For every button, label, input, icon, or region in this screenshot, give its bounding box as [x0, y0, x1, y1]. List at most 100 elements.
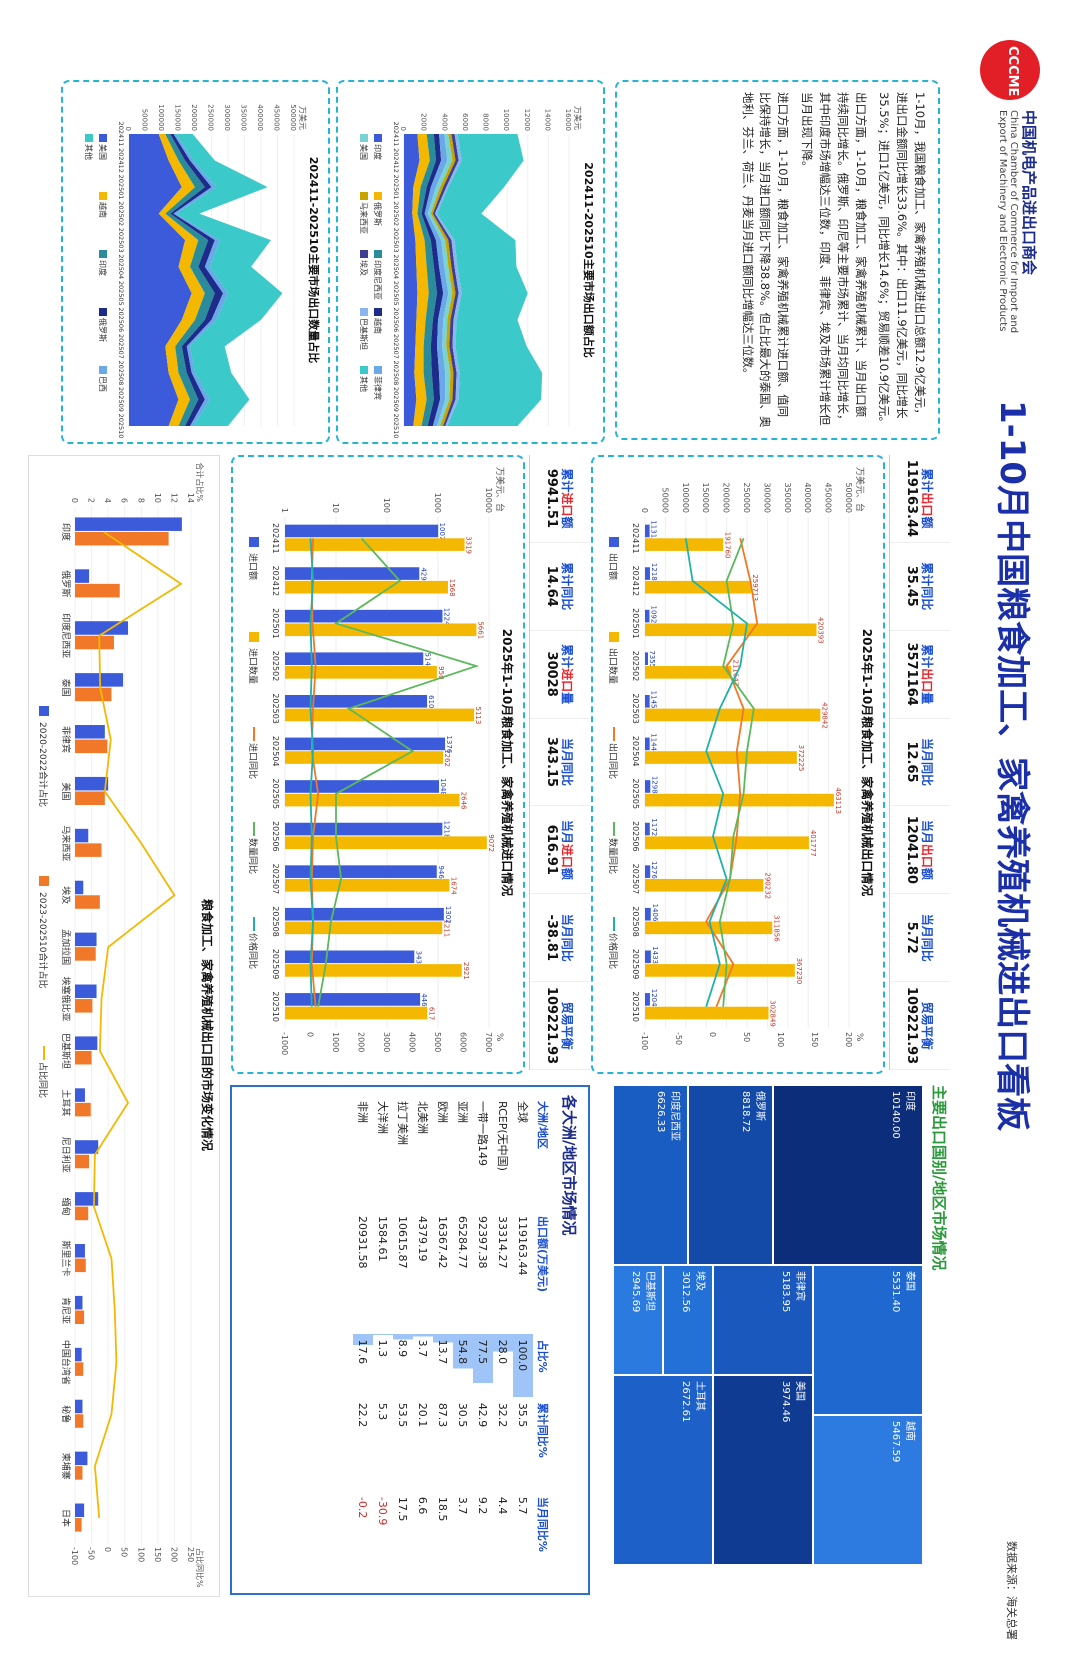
export-chart-series-line	[684, 538, 748, 1007]
area-quantity-x-tick: 202412	[117, 148, 125, 173]
table-cell: 13.7	[433, 1333, 453, 1397]
table-cell: 30.5	[456, 1402, 470, 1428]
import-metric-label: 当月同比	[560, 738, 574, 787]
treemap-cell-value: 2945.69	[630, 1271, 641, 1312]
export-chart-x-tick: 202501	[631, 608, 640, 639]
import-metric-value: 343.15	[544, 736, 559, 788]
market-legend-label: 占比同比	[37, 1062, 49, 1098]
table-cell: 4.4	[496, 1496, 510, 1515]
table-cell: 大洋洲	[376, 1101, 389, 1134]
import-chart-x-tick: 202503	[271, 693, 280, 724]
market-right-tick: -50	[87, 1547, 96, 1560]
export-metric-6: 贸易平衡 109221.93	[890, 982, 950, 1071]
import-metric-label: 累计进口量	[560, 644, 574, 705]
market-x-tick: 埃及	[60, 886, 72, 904]
region-table-panel: 各大洲/地区市场情况 大洲/地区 出口额(万美元) 占比% 累计同比% 当月同比% 全球…	[230, 1085, 590, 1595]
market-bar	[74, 569, 90, 583]
import-metric-3: 当月同比 343.15	[530, 718, 590, 807]
export-metric-label: 当月同比	[920, 738, 934, 787]
region-table-header: 大洲/地区	[536, 1101, 549, 1150]
import-chart-data-label: 617	[427, 1007, 435, 1020]
import-chart-x-tick: 202510	[271, 991, 280, 1022]
import-chart-data-label: 1007	[438, 523, 446, 541]
market-x-tick: 中国台湾省	[60, 1340, 72, 1385]
area-quantity-y-tick: 500000	[289, 104, 297, 131]
table-cell: 非洲	[356, 1101, 369, 1123]
market-bar	[75, 776, 109, 791]
import-metric-value: 14.64	[544, 565, 559, 607]
treemap-cell-name: 巴基斯坦	[644, 1271, 657, 1311]
area-value-unit: 万美元	[573, 106, 583, 130]
export-chart-left-tick: 150000	[701, 482, 710, 513]
import-chart: 2025年1-10月粮食加工、家禽养殖机械进口情况 万美元、台% 1 10 100 100…	[247, 467, 515, 1055]
area-value-legend-label: 印度	[373, 144, 383, 160]
export-chart-data-label: 7355	[648, 650, 656, 668]
export-chart-data-label: 259713	[751, 574, 759, 601]
export-chart-bar	[644, 652, 649, 666]
export-chart-right-unit: %	[854, 1033, 864, 1042]
table-cell: 全球	[516, 1101, 529, 1123]
table-cell: 42.9	[476, 1402, 490, 1428]
export-chart-x-tick: 202510	[631, 991, 640, 1022]
area-chart-value-panel: 202411-202510主要市场出口额占比 万美元 0 2000 4000 6000 80…	[336, 80, 605, 444]
area-value-legend-label: 俄罗斯	[373, 202, 383, 226]
market-right-tick: 150	[153, 1547, 162, 1562]
market-left-tick: 6	[120, 498, 129, 503]
import-chart-data-label: 343	[414, 951, 422, 964]
org-name-en-1: China Chamber of Commerce for Import and	[1008, 110, 1019, 334]
export-metric-0: 累计出口额 119163.44	[890, 455, 950, 543]
market-bar	[75, 791, 105, 805]
import-chart-x-tick: 202501	[271, 608, 280, 639]
export-chart-legend-swatch	[609, 537, 619, 547]
import-metric-label: 当月进口额	[560, 819, 574, 880]
market-bar	[75, 725, 105, 739]
export-chart-bar	[645, 666, 732, 679]
export-metric-value: 12.65	[904, 741, 919, 783]
import-chart-x-tick: 202411	[271, 523, 280, 554]
area-value-legend-swatch	[374, 308, 382, 316]
import-metric-0: 累计进口额 9941.51	[530, 455, 590, 543]
market-bar	[75, 687, 112, 702]
table-cell: 北美洲	[416, 1101, 429, 1134]
export-chart-data-label: 211647	[731, 659, 739, 686]
import-chart-x-tick: 202508	[271, 906, 280, 937]
treemap-cell-name: 印度尼西亚	[669, 1091, 682, 1141]
market-bar	[75, 1036, 98, 1050]
summary-para-1: 1-10月，我国粮食加工、家禽养殖机械进出口总额12.9亿美元，进出口金额同比增…	[877, 92, 927, 428]
summary-para-2: 出口方面，1-10月，粮食加工、家禽养殖机械累计、当月出口额持续同比增长。俄罗斯…	[800, 92, 868, 426]
table-cell: 欧洲	[436, 1101, 449, 1123]
table-row: 北美洲 4379.19 3.7 20.1 6.6	[413, 1095, 433, 1585]
area-quantity-x-tick: 202506	[117, 307, 125, 332]
export-chart-x-tick: 202504	[631, 736, 640, 767]
table-row: 一带一路149 92397.38 77.5 42.9 9.2	[473, 1095, 493, 1585]
table-cell: -0.2	[356, 1496, 370, 1519]
treemap-cell-value: 5531.40	[890, 1271, 901, 1312]
area-value-area-series	[424, 134, 449, 426]
import-chart-bar	[285, 780, 440, 793]
area-value-legend-label: 巴基斯坦	[359, 318, 369, 350]
market-left-tick: 14	[186, 493, 195, 503]
export-chart-bar	[644, 694, 650, 708]
import-metric-value: 616.91	[544, 824, 559, 875]
export-chart-x-tick: 202506	[631, 821, 640, 852]
import-chart-data-label: 1224	[442, 608, 450, 626]
import-chart-bar	[285, 694, 428, 708]
import-metric-label: 贸易平衡	[560, 1001, 574, 1050]
import-chart-bar	[285, 538, 465, 551]
table-cell: 35.5	[516, 1402, 530, 1428]
treemap-cell-name: 泰国	[904, 1271, 917, 1291]
export-chart-x-tick: 202508	[631, 906, 640, 937]
market-left-tick: 8	[136, 498, 145, 503]
export-chart-right-tick: 50	[742, 1032, 751, 1042]
area-value-x-tick: 202510	[392, 414, 400, 438]
import-chart-right-tick: 0	[306, 1032, 315, 1037]
table-row: 欧洲 16367.42 13.7 87.3 18.5	[433, 1095, 453, 1585]
area-quantity-y-tick: 350000	[240, 104, 248, 131]
area-value-area-series	[417, 134, 437, 426]
export-chart-bar	[644, 567, 650, 580]
table-cell: RCEP(无中国)	[496, 1101, 509, 1171]
market-x-tick: 秘鲁	[60, 1405, 72, 1423]
market-x-tick: 日本	[60, 1509, 72, 1527]
import-chart-data-label: 610	[427, 695, 435, 708]
